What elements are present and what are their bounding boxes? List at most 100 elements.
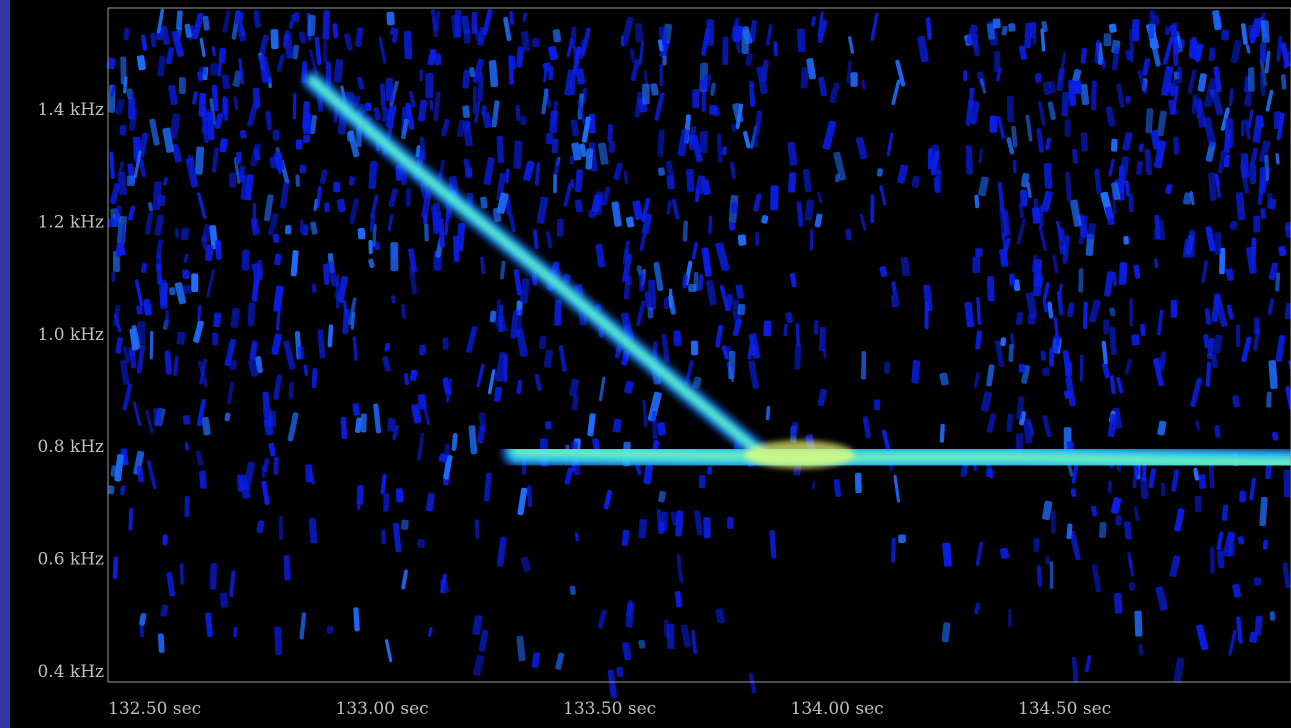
noise-speckle xyxy=(1020,172,1030,188)
noise-speckle xyxy=(1164,26,1171,36)
noise-speckle xyxy=(575,68,586,85)
noise-speckle xyxy=(979,78,987,94)
noise-speckle xyxy=(417,99,428,122)
noise-speckle xyxy=(969,87,974,111)
noise-speckle xyxy=(1032,36,1037,46)
noise-speckle xyxy=(114,454,124,482)
noise-speckle xyxy=(1107,414,1118,438)
noise-speckle xyxy=(748,81,756,107)
noise-speckle xyxy=(1241,336,1252,363)
noise-speckle xyxy=(994,340,1005,368)
noise-speckle xyxy=(313,198,318,212)
noise-speckle xyxy=(773,41,778,57)
noise-speckle xyxy=(178,77,186,94)
noise-speckle xyxy=(608,141,616,153)
noise-speckle xyxy=(732,318,742,337)
noise-speckle xyxy=(202,15,210,31)
noise-speckle xyxy=(1222,531,1236,557)
noise-speckle xyxy=(1169,24,1180,55)
noise-speckle xyxy=(715,242,730,272)
noise-speckle xyxy=(1188,39,1197,59)
noise-speckle xyxy=(1137,69,1148,95)
noise-speckle xyxy=(235,151,242,164)
noise-speckle xyxy=(1206,337,1215,359)
noise-speckle xyxy=(884,361,891,374)
noise-speckle xyxy=(1205,226,1216,252)
noise-speckle xyxy=(663,297,670,310)
noise-speckle xyxy=(209,98,216,126)
noise-speckle xyxy=(677,128,690,157)
noise-speckle xyxy=(597,609,607,629)
noise-speckle xyxy=(1039,204,1044,228)
noise-speckle xyxy=(1109,375,1116,395)
noise-speckle xyxy=(461,15,471,35)
noise-speckle xyxy=(295,174,301,188)
noise-speckle xyxy=(405,102,415,130)
noise-speckle xyxy=(1232,583,1241,598)
noise-speckle xyxy=(544,421,552,430)
noise-speckle xyxy=(381,529,386,545)
noise-speckle xyxy=(1284,302,1291,320)
noise-speckle xyxy=(352,336,358,361)
noise-speckle xyxy=(401,569,408,590)
noise-speckle xyxy=(283,340,296,370)
noise-speckle xyxy=(1091,80,1097,111)
noise-speckle xyxy=(543,349,554,368)
noise-speckle xyxy=(891,537,896,563)
noise-speckle xyxy=(577,99,586,125)
noise-speckle xyxy=(390,242,399,272)
noise-speckle xyxy=(299,612,307,640)
noise-speckle xyxy=(629,48,636,64)
noise-speckle xyxy=(1250,237,1257,266)
noise-speckle xyxy=(569,378,579,397)
noise-speckle xyxy=(1013,279,1021,292)
noise-speckle xyxy=(1156,110,1167,137)
noise-speckle xyxy=(493,386,503,402)
noise-speckle xyxy=(1214,175,1221,199)
noise-speckle xyxy=(850,72,858,87)
noise-speckle xyxy=(509,10,514,25)
noise-speckle xyxy=(657,421,666,436)
noise-speckle xyxy=(939,372,949,386)
noise-speckle xyxy=(451,433,458,451)
noise-speckle xyxy=(897,164,909,184)
noise-speckle xyxy=(152,181,163,211)
noise-speckle xyxy=(219,592,229,608)
noise-speckle xyxy=(817,191,822,204)
noise-speckle xyxy=(845,228,852,241)
noise-speckle xyxy=(861,79,866,90)
noise-speckle xyxy=(1254,615,1263,636)
noise-speckle xyxy=(1269,611,1276,621)
noise-speckle xyxy=(303,364,309,376)
noise-speckle xyxy=(749,20,757,43)
noise-speckle xyxy=(895,59,906,87)
noise-speckle xyxy=(924,301,929,330)
noise-speckle xyxy=(794,343,802,370)
noise-speckle xyxy=(373,403,382,434)
noise-speckle xyxy=(893,474,900,503)
noise-speckle xyxy=(1073,80,1082,95)
noise-speckle xyxy=(999,248,1009,268)
noise-speckle xyxy=(429,99,434,111)
noise-speckle xyxy=(261,464,266,478)
noise-speckle xyxy=(140,34,148,51)
noise-speckle xyxy=(136,55,146,71)
noise-speckle xyxy=(911,175,920,188)
noise-speckle xyxy=(623,248,629,259)
noise-speckle xyxy=(701,73,712,93)
noise-speckle xyxy=(1125,180,1130,197)
y-tick-label: 1.2 kHz xyxy=(37,212,104,232)
noise-speckle xyxy=(658,490,666,503)
noise-speckle xyxy=(191,273,199,293)
noise-speckle xyxy=(647,307,654,319)
noise-speckle xyxy=(474,101,481,124)
noise-speckle xyxy=(1036,128,1044,153)
noise-speckle xyxy=(503,354,508,383)
noise-speckle xyxy=(419,136,427,160)
noise-speckle xyxy=(162,534,168,546)
noise-speckle xyxy=(571,142,582,161)
noise-speckle xyxy=(238,58,245,85)
noise-speckle xyxy=(690,340,699,356)
noise-speckle xyxy=(516,635,526,662)
noise-speckle xyxy=(1154,258,1159,269)
